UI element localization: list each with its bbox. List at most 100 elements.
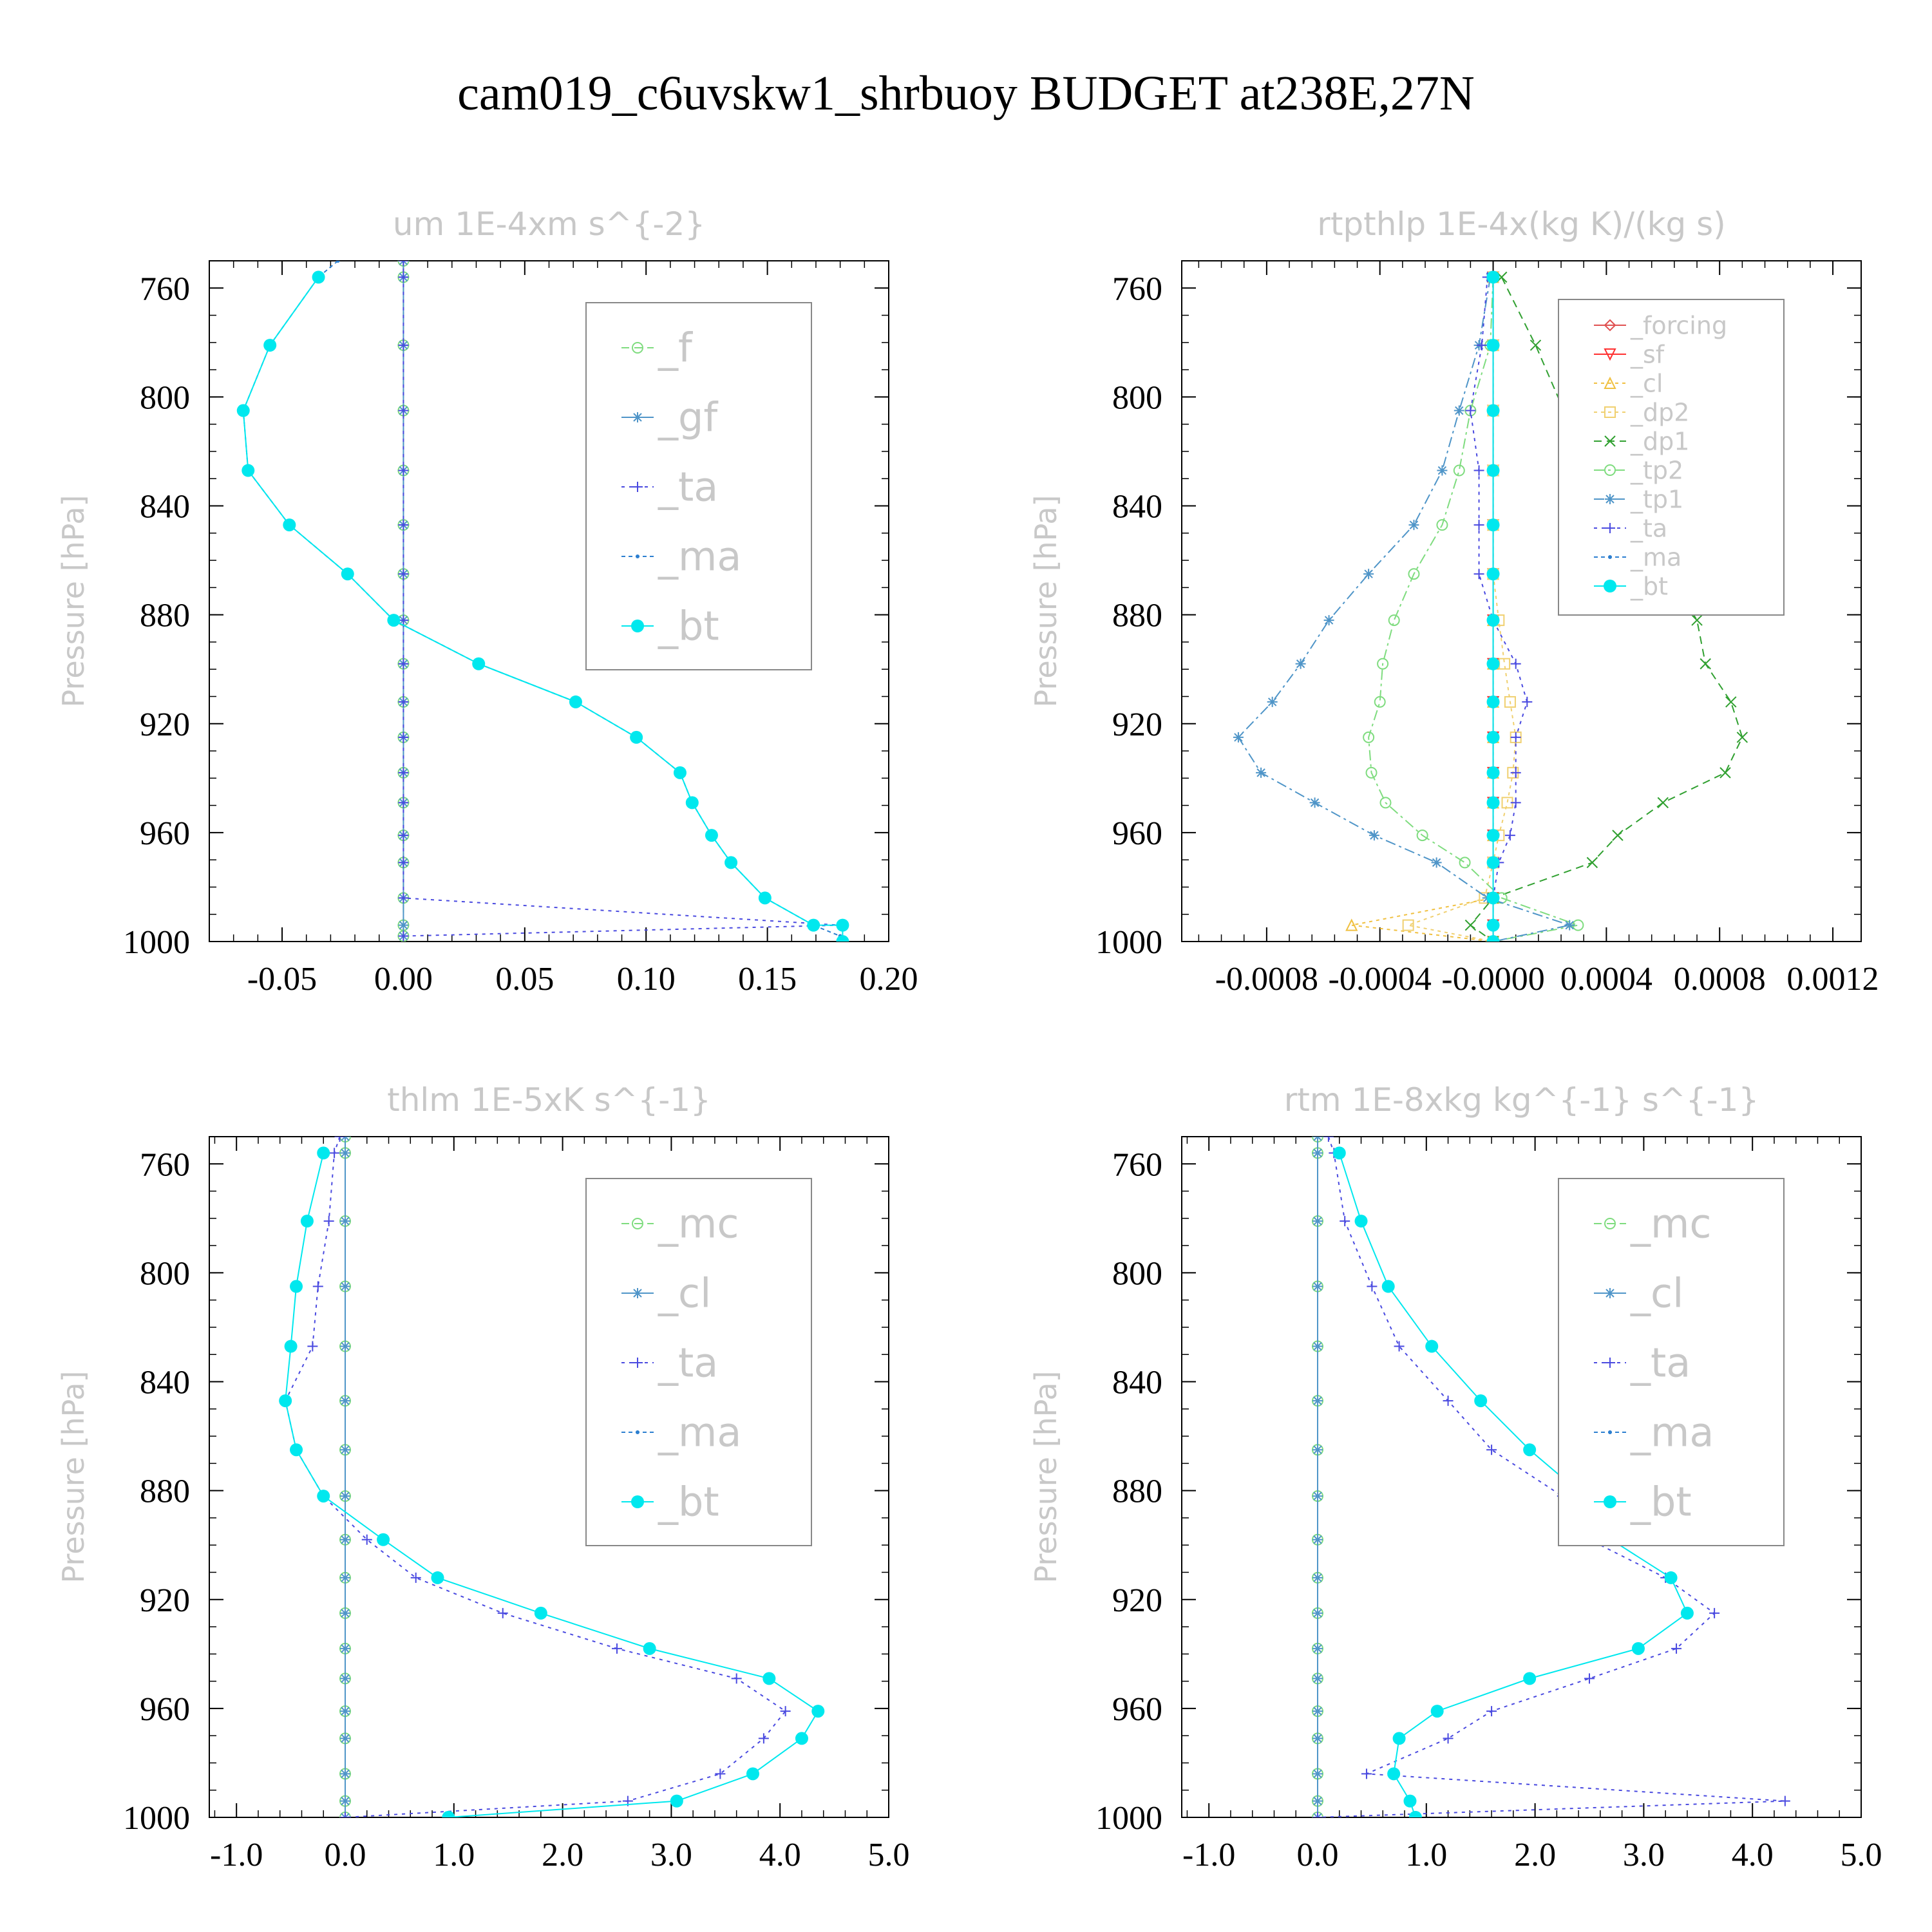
series-point-cl [1312, 1534, 1323, 1545]
series-point-bt [670, 1794, 683, 1808]
series-point-cl [340, 1444, 350, 1455]
series-point-ta [398, 893, 409, 904]
series-point-ta [398, 261, 409, 266]
legend-label: _ta [658, 464, 718, 511]
y-tick-label: 1000 [123, 1800, 190, 1837]
series-point-ta [398, 658, 409, 669]
series-point-cl [1312, 1607, 1323, 1618]
legend-marker [631, 1495, 644, 1508]
x-tick-label: 4.0 [759, 1837, 801, 1873]
series-point-bt [1523, 1443, 1537, 1457]
plot-frame [209, 1136, 889, 1818]
legend-label: _bt [1630, 1479, 1692, 1526]
series-point-dp1 [1464, 919, 1477, 931]
x-tick-label: -0.0004 [1329, 961, 1432, 998]
series-point-bt [630, 730, 643, 744]
series-point-tp2 [1363, 731, 1375, 743]
y-tick-label: 920 [1112, 706, 1162, 743]
series-point-ta [312, 1281, 323, 1292]
y-tick-label: 960 [140, 815, 190, 852]
x-tick-label: 1.0 [1405, 1837, 1447, 1873]
y-axis-label: Pressure [hPa] [1028, 1371, 1063, 1584]
series-point-ta [612, 1643, 622, 1654]
series-point-bt [1392, 1732, 1406, 1745]
series-point-ta [1671, 1643, 1682, 1654]
series-point-cl [1312, 1148, 1323, 1159]
panel-2: rtpthlp 1E-4x(kg K)/(kg s) Pressure [hPa]… [1028, 205, 1879, 998]
series-point-cl [1312, 1572, 1323, 1583]
series-point-ta [361, 1534, 372, 1545]
series-point-tp1 [1309, 797, 1320, 808]
legend-marker [1605, 523, 1615, 533]
series-point-dp2 [1402, 919, 1414, 931]
legend: _mc _cl _ta _ma _bt [1558, 1178, 1785, 1546]
series-point-bt [1408, 1811, 1422, 1817]
series-point-bt [1354, 1215, 1368, 1228]
legend-marker [1608, 1430, 1612, 1434]
series-point-ta [329, 1148, 340, 1159]
series-point-ta [398, 569, 409, 580]
legend: _forcing_sf_cl_dp2_dp1_tp2_tp1_ta_ma_bt [1558, 299, 1785, 616]
y-tick-label: 880 [140, 598, 190, 634]
x-tick-label: -0.05 [247, 961, 317, 998]
series-point-cl [1312, 1673, 1323, 1684]
series-point-tp2 [1374, 696, 1386, 708]
series-point-bt [1430, 1705, 1444, 1718]
series-point-ta [398, 272, 409, 283]
y-tick-label: 880 [1112, 1473, 1162, 1510]
x-tick-label: 0.0008 [1674, 961, 1766, 998]
series-line-tp2 [1368, 277, 1581, 942]
y-tick-label: 840 [1112, 489, 1162, 526]
x-tick-label: 0.05 [495, 961, 554, 998]
series-point-bt [1486, 935, 1500, 942]
y-tick-label: 800 [1112, 379, 1162, 416]
legend-label: _gf [658, 394, 719, 441]
series-point-tp1 [1368, 830, 1379, 841]
legend-label: _f [658, 325, 694, 372]
series-point-dp2 [1504, 696, 1516, 708]
series-point-bt [1486, 404, 1500, 417]
series-point-bt [341, 567, 354, 581]
series-point-ta [398, 732, 409, 743]
series-point-ma [336, 261, 340, 263]
series-point-ta [1367, 1281, 1378, 1292]
series-point-bt [1486, 464, 1500, 477]
y-tick-label: 840 [1112, 1365, 1162, 1401]
series-point-bt [534, 1606, 547, 1620]
series-point-bt [236, 404, 250, 417]
series-point-ta [398, 767, 409, 778]
series-point-cl [340, 1491, 350, 1502]
legend-marker [1604, 435, 1616, 447]
x-tick-label: 2.0 [1514, 1837, 1556, 1873]
series-point-tp1 [1323, 615, 1334, 626]
plot-frame [1181, 1136, 1862, 1818]
series-point-bt [836, 918, 849, 932]
series-point-tp2 [1453, 464, 1465, 477]
series-point-ta [334, 1137, 345, 1142]
series-point-bt [1332, 1146, 1346, 1160]
x-tick-label: 4.0 [1732, 1837, 1774, 1873]
series-point-cl [1312, 1491, 1323, 1502]
legend-label: _ma [1630, 1409, 1714, 1456]
series-point-ta [398, 405, 409, 416]
series-point-bt [1486, 856, 1500, 869]
series-point-dp1 [1719, 767, 1731, 779]
legend-marker [1604, 406, 1616, 418]
legend: _f _gf _ta _ma _bt [585, 302, 812, 670]
legend-marker [1604, 464, 1616, 476]
series-point-bt [442, 1811, 455, 1817]
legend-box [1558, 299, 1785, 616]
series-point-bt [263, 339, 277, 352]
series-point-bt [643, 1642, 656, 1655]
series-point-tp2 [1416, 829, 1428, 842]
series-point-tp2 [1388, 614, 1400, 627]
series-point-bt [317, 1490, 330, 1503]
series-point-ta [1486, 1444, 1497, 1455]
x-tick-label: 0.0 [1297, 1837, 1339, 1873]
series-point-ta [398, 830, 409, 841]
series-point-ta [1473, 520, 1484, 531]
series-point-ta [398, 797, 409, 808]
series-point-bt [290, 1280, 303, 1293]
series-point-tp2 [1365, 766, 1378, 779]
